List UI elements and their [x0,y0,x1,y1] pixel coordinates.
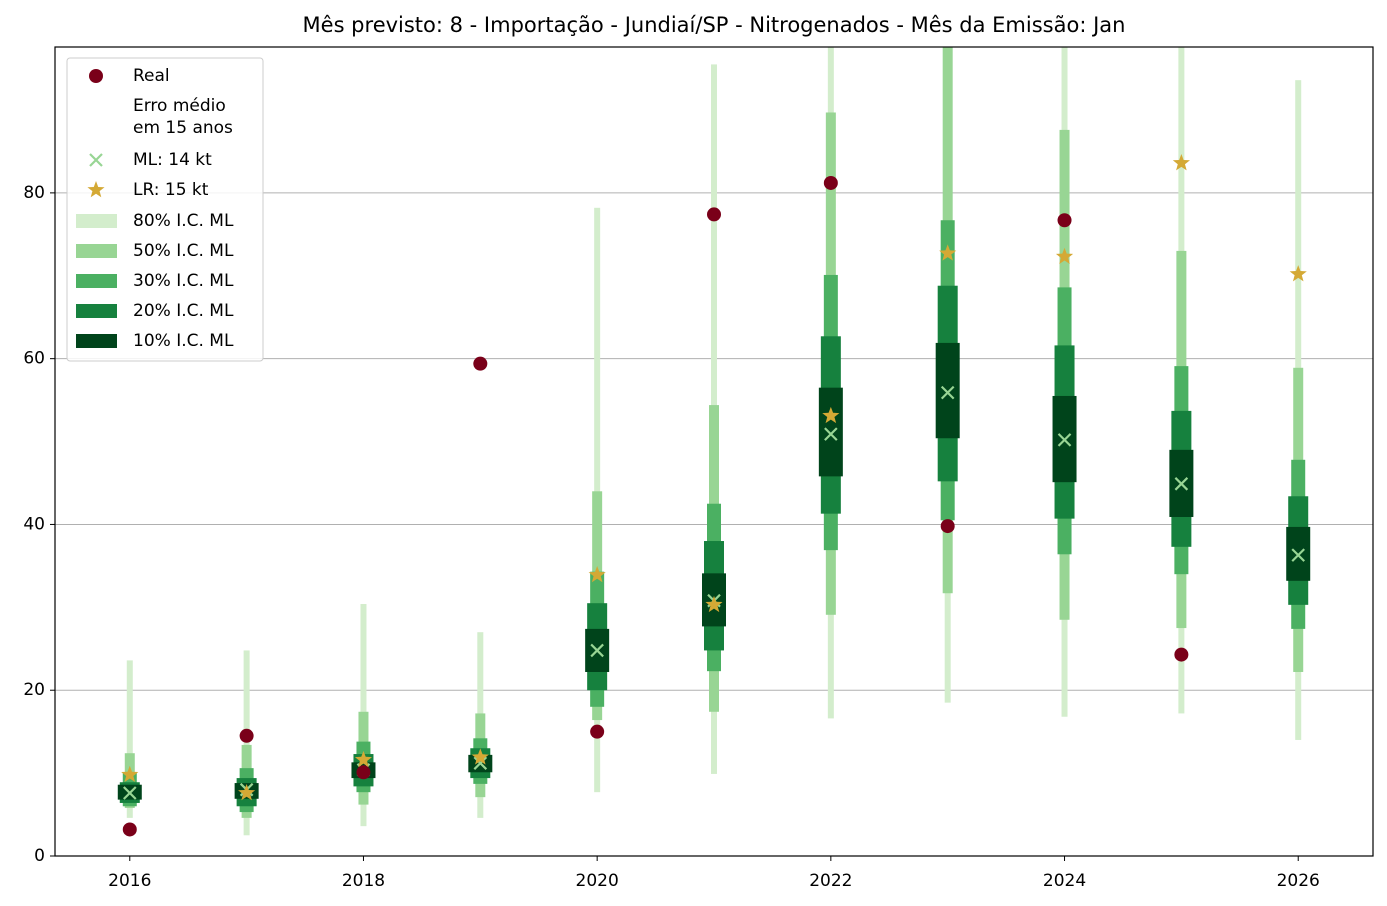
ml-point [473,756,488,770]
ml-point [123,786,137,800]
legend-label: ML: 14 kt [133,150,212,170]
lr-point [588,566,606,583]
lr-point [1172,154,1190,171]
legend-label: 20% I.C. ML [133,301,234,321]
real-point [1057,213,1072,228]
real-point [89,69,103,83]
legend-note: Erro médio [133,96,226,116]
ml-point [590,643,604,658]
lr-point [87,181,105,198]
x-tick-label: 2026 [1277,871,1320,891]
ml-point [940,385,955,400]
real-point [239,728,254,743]
legend-note: em 15 anos [133,118,233,138]
lr-point [705,595,723,613]
real-point [707,207,721,222]
y-tick-label: 20 [23,680,45,700]
real-point [122,822,137,837]
legend-swatch [76,214,117,228]
legend-label: LR: 15 kt [133,180,209,200]
y-tick-label: 40 [23,514,45,534]
ml-point [89,153,103,167]
lr-point [121,765,139,783]
legend-label: Real [133,66,170,86]
y-tick-label: 80 [23,183,45,203]
ml-point [824,427,838,441]
lr-point [1289,265,1307,282]
real-point [1174,647,1189,662]
plot-frame [54,46,1374,857]
legend-label: 50% I.C. ML [133,241,234,261]
lr-point [471,748,489,765]
lr-point [822,406,840,424]
x-tick-label: 2024 [1043,871,1086,891]
lr-point [238,784,256,801]
plot-area [117,47,1311,837]
interval-bar [935,342,960,439]
lr-point [939,244,957,261]
legend-label: 10% I.C. ML [133,331,234,351]
ml-point [1174,477,1189,491]
legend-swatch [76,244,117,258]
axes: 0 20 40 60 80 2016 2018 2020 2022 2024 2026 [23,183,1319,891]
ml-point [1291,548,1305,562]
real-point [473,356,488,371]
lr-point [1055,247,1074,264]
x-tick-label: 2018 [342,871,385,891]
x-tick-label: 2020 [576,871,619,891]
real-point [823,175,838,190]
lr-point [354,750,373,768]
real-point [590,724,605,739]
legend-label: 80% I.C. ML [133,211,234,231]
ml-point [1057,433,1072,447]
x-tick-label: 2016 [108,871,151,891]
x-tick-label: 2022 [809,871,852,891]
real-point [356,765,371,780]
interval-bar [818,387,843,477]
legend-swatch [76,334,117,348]
legend-swatch [76,304,117,318]
y-tick-label: 0 [34,846,45,866]
legend-swatch [76,274,117,288]
real-point [940,519,955,534]
interval-bar [126,660,133,818]
chart-title: Mês previsto: 8 - Importação - Jundiaí/S… [303,13,1126,37]
legend-label: 30% I.C. ML [133,271,234,291]
y-tick-label: 60 [23,349,45,369]
interval-bar [243,650,250,836]
